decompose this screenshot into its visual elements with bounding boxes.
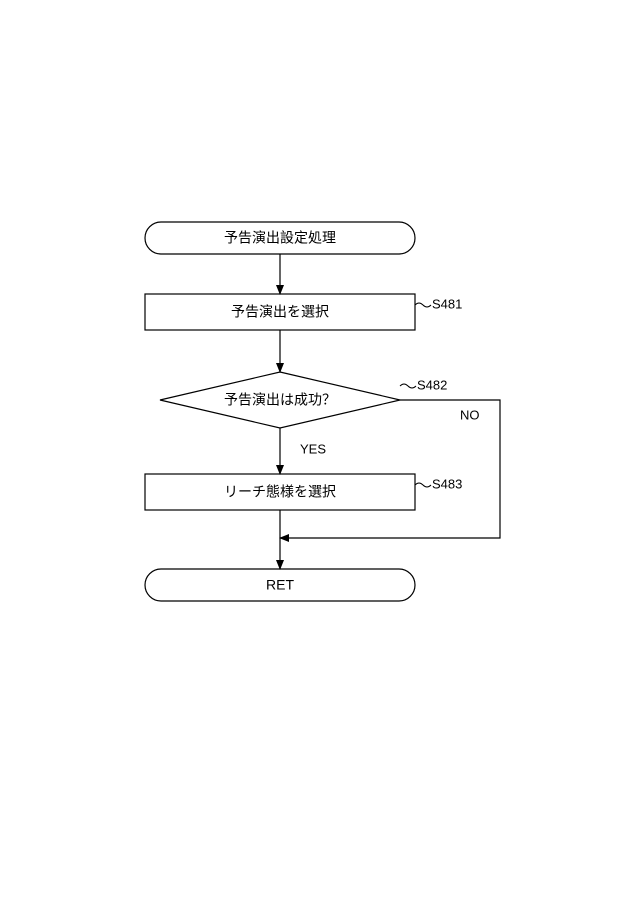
- step-label-s481: S481: [432, 296, 462, 311]
- node-s481: 予告演出を選択: [145, 294, 415, 330]
- label-connectors: S481 S482 S483: [400, 296, 462, 491]
- node-s483: リーチ態様を選択: [145, 474, 415, 510]
- step-label-s483: S483: [432, 476, 462, 491]
- label-connector-1: [400, 384, 416, 388]
- ret-text: RET: [266, 577, 294, 593]
- edges: YES NO: [280, 254, 500, 569]
- flowchart-canvas: 予告演出設定処理 予告演出を選択 予告演出は成功？ リーチ態様を選択 RET Y…: [0, 0, 640, 900]
- node-start: 予告演出設定処理: [145, 222, 415, 254]
- label-connector-2: [415, 483, 431, 487]
- edge-label-4: NO: [460, 407, 480, 422]
- node-ret: RET: [145, 569, 415, 601]
- s481-text: 予告演出を選択: [231, 304, 329, 320]
- s482-text: 予告演出は成功？: [224, 392, 336, 408]
- s483-text: リーチ態様を選択: [224, 484, 336, 500]
- edge-label-2: YES: [300, 441, 326, 456]
- start-text: 予告演出設定処理: [224, 230, 336, 246]
- node-s482: 予告演出は成功？: [160, 372, 400, 428]
- label-connector-0: [415, 303, 431, 307]
- step-label-s482: S482: [417, 377, 447, 392]
